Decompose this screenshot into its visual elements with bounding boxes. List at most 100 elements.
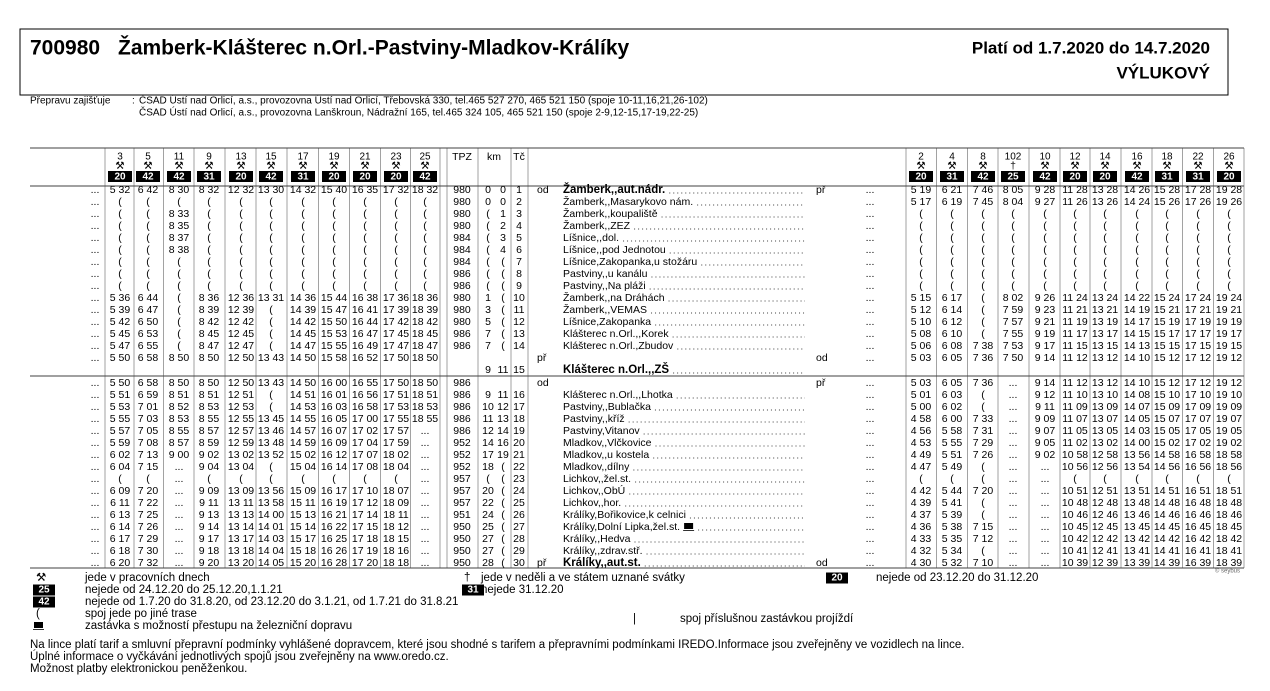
time: 12 41 xyxy=(1092,545,1118,557)
km: ( xyxy=(501,268,505,280)
train-code: 20 xyxy=(390,172,402,183)
time: 6 02 xyxy=(942,401,963,413)
time: 7 50 xyxy=(1003,352,1024,364)
time: 19 19 xyxy=(1216,316,1242,328)
time: 6 50 xyxy=(138,316,159,328)
time: ... xyxy=(1009,497,1018,509)
no-connection: ... xyxy=(866,461,875,473)
time: 13 42 xyxy=(1124,533,1150,545)
stop-name: Pastviny,,kříž xyxy=(563,413,625,425)
train-icon xyxy=(684,523,694,529)
time: 5 35 xyxy=(942,533,963,545)
time: 14 17 xyxy=(1124,316,1150,328)
time: ( xyxy=(269,389,273,401)
time: ( xyxy=(1165,473,1169,485)
time: 19 10 xyxy=(1216,389,1242,401)
no-connection: ... xyxy=(866,473,875,485)
time: 5 06 xyxy=(911,340,932,352)
km: 19 xyxy=(497,449,509,461)
train-code: 42 xyxy=(1131,172,1143,183)
time: 8 47 xyxy=(199,340,220,352)
train-number: 12 xyxy=(1069,152,1081,163)
stop-name: Klášterec n.Orl.,,ZŠ xyxy=(563,363,669,376)
km: 11 xyxy=(483,413,494,425)
time: ... xyxy=(175,533,184,545)
time: 19 28 xyxy=(1216,184,1242,196)
time: ( xyxy=(1103,244,1107,256)
stop-number: 20 xyxy=(513,437,525,449)
time: 4 53 xyxy=(911,437,932,449)
train-number: 15 xyxy=(265,152,277,163)
km: ( xyxy=(501,485,505,497)
time: ( xyxy=(363,256,367,268)
time: ... xyxy=(1009,485,1018,497)
no-connection: ... xyxy=(866,485,875,497)
time: 8 50 xyxy=(169,377,190,389)
time: 18 39 xyxy=(1216,557,1242,569)
time: 12 42 xyxy=(228,316,254,328)
train-number: 4 xyxy=(949,152,955,163)
time: 9 14 xyxy=(199,521,220,533)
time: 16 55 xyxy=(352,377,378,389)
time: 9 28 xyxy=(1035,184,1056,196)
time: ( xyxy=(1135,208,1139,220)
time: ... xyxy=(421,509,430,521)
tpz: 986 xyxy=(453,389,471,401)
km: 0 xyxy=(485,196,491,208)
time: 14 00 xyxy=(258,509,284,521)
time: 14 42 xyxy=(1154,533,1180,545)
time: 5 45 xyxy=(110,328,131,340)
time: 6 12 xyxy=(942,316,963,328)
stop-name: Králíky,,aut.st. xyxy=(563,557,641,569)
time: 14 24 xyxy=(1124,196,1150,208)
time: 7 36 xyxy=(973,377,994,389)
time: 14 13 xyxy=(1124,340,1150,352)
column-head: km xyxy=(487,151,501,163)
train-icon xyxy=(34,622,43,628)
time: 16 41 xyxy=(1185,545,1211,557)
time: 13 58 xyxy=(258,497,284,509)
stop-number: 29 xyxy=(513,545,525,557)
time: 18 53 xyxy=(412,401,438,413)
time: 5 39 xyxy=(110,304,131,316)
time: 16 00 xyxy=(321,377,347,389)
time: 8 53 xyxy=(199,401,220,413)
stop-name: Líšnice,,pod Jednotou xyxy=(563,244,666,256)
time: ( xyxy=(301,256,305,268)
note: Úplné informace o vyčkávání jednotlivých… xyxy=(30,650,449,663)
no-connection: ... xyxy=(91,304,100,316)
tpz: 986 xyxy=(453,377,471,389)
time: 5 00 xyxy=(911,401,932,413)
time: ( xyxy=(332,196,336,208)
time: 4 47 xyxy=(911,461,932,473)
no-connection: ... xyxy=(866,449,875,461)
time: ( xyxy=(1196,280,1200,292)
code-box xyxy=(1093,171,1117,182)
time: 15 40 xyxy=(321,184,347,196)
time: 11 12 xyxy=(1062,377,1088,389)
time: 14 22 xyxy=(1124,292,1150,304)
time: 13 45 xyxy=(258,413,284,425)
time: ... xyxy=(421,521,430,533)
legend-text: nejede od 24.12.20 do 25.12.20,1.1.21 xyxy=(85,584,283,596)
no-connection: ... xyxy=(91,377,100,389)
time: ( xyxy=(1043,244,1047,256)
time: ( xyxy=(981,220,985,232)
time: 18 50 xyxy=(412,377,438,389)
code-box xyxy=(291,171,315,182)
time: 9 12 xyxy=(1035,389,1056,401)
time: 13 56 xyxy=(258,485,284,497)
time: 15 05 xyxy=(1154,425,1180,437)
time: ( xyxy=(332,208,336,220)
time: 13 48 xyxy=(258,437,284,449)
km: ( xyxy=(501,497,505,509)
train-number: 14 xyxy=(1099,152,1111,163)
time: ( xyxy=(1165,220,1169,232)
time: ( xyxy=(1227,244,1231,256)
no-connection: ... xyxy=(866,389,875,401)
time: ( xyxy=(1135,232,1139,244)
time: ( xyxy=(981,473,985,485)
time: 14 56 xyxy=(1154,461,1180,473)
tpz: 952 xyxy=(453,449,471,461)
carrier-separator: : xyxy=(132,96,135,107)
